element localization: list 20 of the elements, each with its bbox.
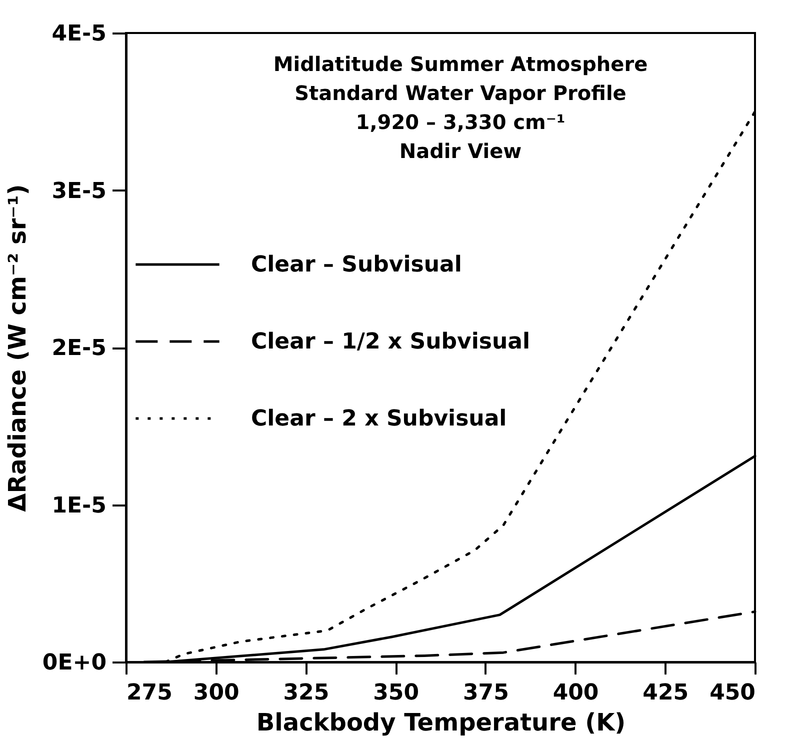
y-tick-label: 2E-5 [52, 336, 106, 361]
legend-label: Clear – Subvisual [251, 252, 462, 278]
y-tick-label: 1E-5 [52, 493, 106, 518]
x-tick-label: 300 [193, 680, 240, 706]
legend-label: Clear – 1/2 x Subvisual [251, 330, 530, 354]
text: Midlatitude Summer Atmosphere [273, 52, 648, 76]
y-axis-title: ΔRadiance (W cm⁻² sr⁻¹) [3, 184, 32, 512]
x-axis-title: Blackbody Temperature (K) [256, 708, 626, 736]
x-tick-label: 350 [373, 680, 420, 706]
x-tick-label: 450 [710, 680, 756, 706]
legend-label: Clear – 2 x Subvisual [251, 406, 507, 432]
x-tick-label: 425 [642, 680, 689, 706]
x-tick-label: 325 [283, 680, 330, 706]
y-tick-label: 0E+0 [42, 650, 106, 676]
text: Standard Water Vapor Profile 1,920 – 3,330 cm⁻¹ Nadir View [294, 81, 626, 163]
y-tick-label: 3E-5 [52, 178, 106, 204]
x-tick-label: 400 [552, 680, 599, 706]
y-tick-label: 4E-5 [52, 22, 106, 46]
x-tick-label: 275 [126, 680, 172, 706]
x-tick-label: 375 [462, 680, 509, 706]
